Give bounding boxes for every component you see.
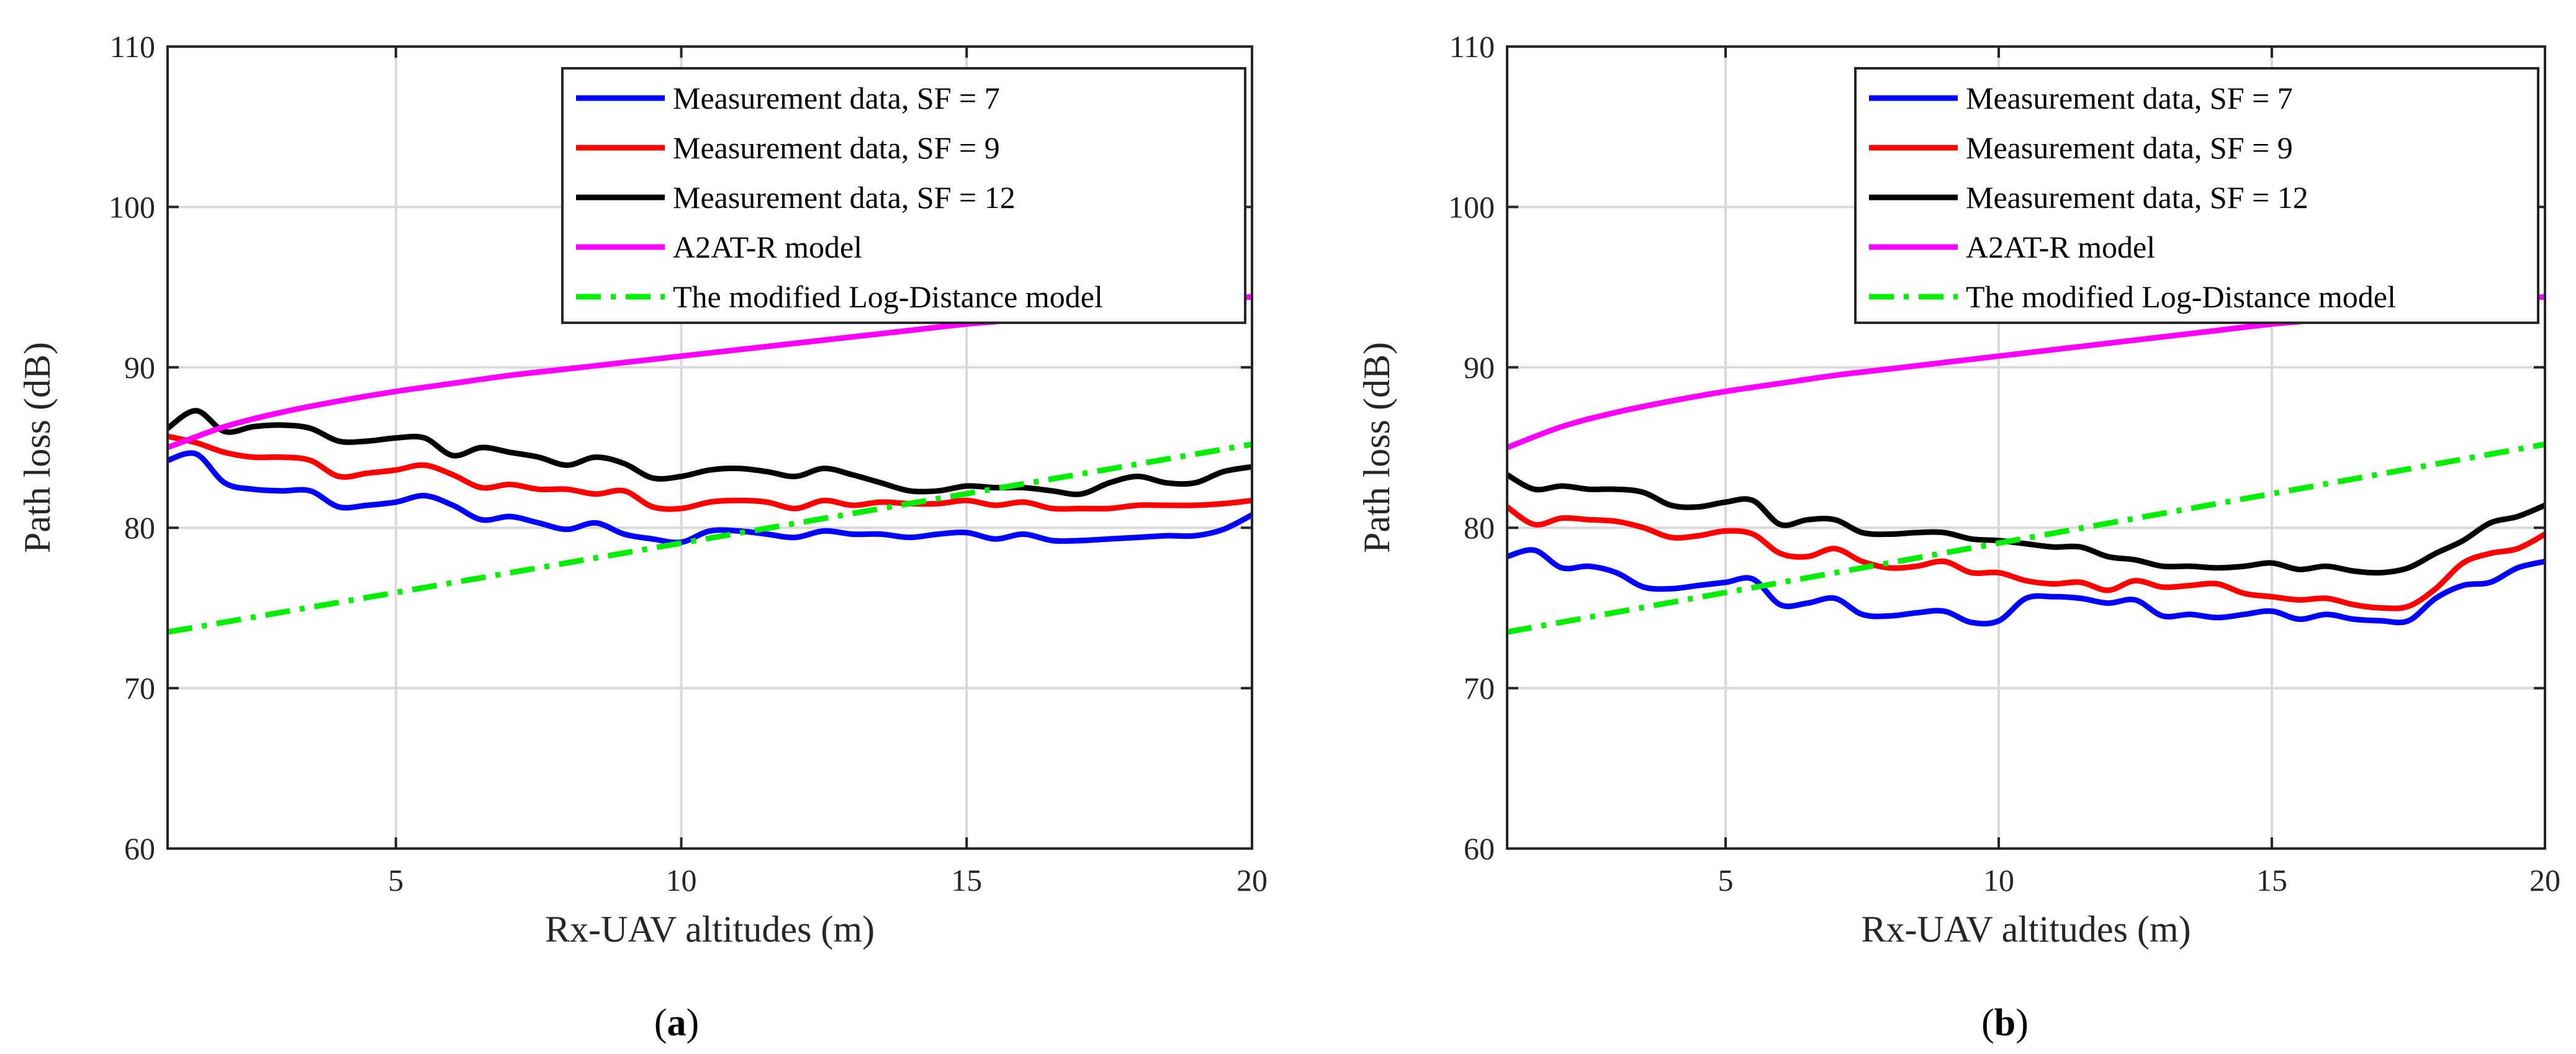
panel-a-ytick-label-0: 60 [124,831,155,866]
panel-a-ytick-label-5: 110 [110,29,155,64]
panel-a-legend-label-0: Measurement data, SF = 7 [673,81,1000,115]
panel-b-ytick-label-0: 60 [1464,831,1495,866]
panel-b-ytick-label-2: 80 [1464,510,1495,545]
panel-a-ytick-label-3: 90 [124,350,155,385]
panel-b-legend-label-1: Measurement data, SF = 9 [1966,130,2293,165]
chart-panel-b: 5 10 15 20 60 70 80 90 100 110 Rx-UAV altitudes (m… [1356,29,2560,1044]
panel-a-series-4 [167,441,1253,635]
panel-b-legend-label-0: Measurement data, SF = 7 [1966,81,2293,115]
panel-b-legend-box [1854,67,2539,324]
panel-a-axes-frame [166,45,1253,850]
panel-b-axes-frame [1506,45,2546,850]
panel-a-legend-label-4: The modified Log-Distance model [673,279,1103,314]
panel-a-xtick-label-3: 20 [1236,863,1268,898]
panel-b-xtick-label-3: 20 [2529,863,2560,898]
panel-b-legend-label-2: Measurement data, SF = 12 [1966,180,2308,215]
panel-a-caption: (a) [654,1002,699,1044]
panel-a-series-2 [166,408,1253,497]
panel-a-xtick-label-0: 5 [388,863,403,898]
panel-a-legend-label-3: A2AT-R model [673,230,862,264]
panel-b-ytick-label-5: 110 [1449,29,1495,64]
panel-b-series-1 [1505,504,2547,611]
panel-a-ytick-label-2: 80 [124,510,155,545]
panel-b-x-axis-title: Rx-UAV altitudes (m) [1861,909,2191,950]
panel-a-legend-label-2: Measurement data, SF = 12 [673,180,1016,215]
panel-b-series-2 [1505,472,2546,576]
panel-a-xtick-label-2: 15 [951,863,982,898]
panel-a-ytick-label-4: 100 [109,189,155,224]
panel-a-xtick-label-1: 10 [666,863,697,898]
panel-a-y-axis-title: Path loss (dB) [17,342,58,553]
chart-panel-a: 5 10 15 20 60 70 80 90 100 110 Rx-UAV altitudes (m… [17,29,1268,1044]
panel-b-xtick-label-1: 10 [1983,863,2014,898]
panel-b-xtick-label-0: 5 [1718,863,1734,898]
panel-a-legend-box [561,67,1246,324]
panel-b-caption: (b) [1981,1002,2029,1044]
panel-b-ytick-label-1: 70 [1464,671,1495,706]
panel-b-xtick-label-2: 15 [2256,863,2287,898]
panel-a-legend-label-1: Measurement data, SF = 9 [673,130,1000,165]
panel-a-x-axis-title: Rx-UAV altitudes (m) [545,909,875,950]
panel-b-y-axis-title: Path loss (dB) [1356,342,1397,553]
panel-b-legend-label-3: A2AT-R model [1966,230,2155,264]
panel-a-series-0 [166,450,1254,546]
panel-a-ytick-label-1: 70 [124,671,155,706]
panel-a-series-1 [167,433,1253,512]
panel-b-legend-label-4: The modified Log-Distance model [1966,279,2396,314]
panel-b-series-0 [1506,547,2546,627]
panel-b-ytick-label-4: 100 [1448,189,1495,224]
panel-b-ytick-label-3: 90 [1464,350,1495,385]
